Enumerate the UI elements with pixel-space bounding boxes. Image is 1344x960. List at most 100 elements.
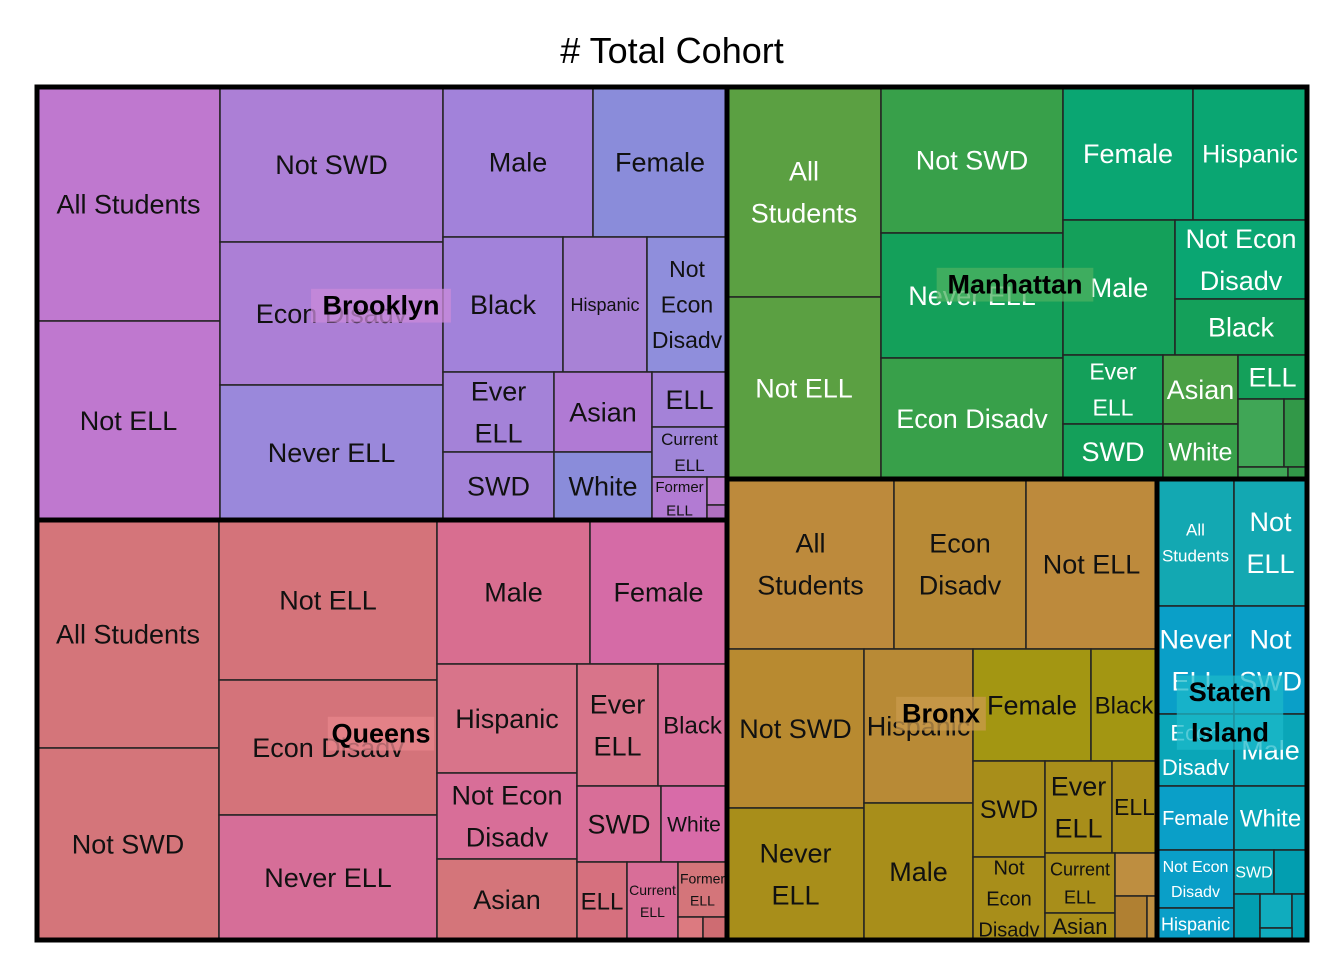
group-label-line: Bronx <box>902 698 980 728</box>
tile-staten-island-hispanic <box>1156 907 1235 941</box>
tile-label-line: SWD <box>467 471 530 501</box>
tile-label-line: ELL <box>1054 813 1102 843</box>
tile-brooklyn-black <box>442 236 564 373</box>
tile-label-line: Not SWD <box>739 714 852 744</box>
tile-label: SWD <box>467 471 530 501</box>
tile-staten-island-small-13 <box>1259 893 1293 929</box>
tile-label: Not SWD <box>916 145 1029 175</box>
tile-label-line: Not ELL <box>80 406 178 436</box>
tile-label-line: ELL <box>593 731 641 761</box>
tile-label-line: Not ELL <box>279 585 377 615</box>
tile-label: Econ Disadv <box>896 404 1048 434</box>
tile-label: Not SWD <box>72 829 185 859</box>
tile-label-line: Students <box>757 570 864 600</box>
tile-label: Male <box>484 577 543 607</box>
tile-label-line: Never <box>1159 625 1231 655</box>
tile-staten-island-small-12 <box>1233 893 1261 941</box>
tile-label-line: Not SWD <box>72 829 185 859</box>
tile-label-line: Not <box>993 858 1025 880</box>
tile-label-line: ELL <box>1064 887 1096 907</box>
group-label-background <box>311 288 451 323</box>
tile-label-line: Disadv <box>919 570 1002 600</box>
tile-label-line: Hispanic <box>1161 914 1230 934</box>
tile-label: Hispanic <box>1202 140 1298 168</box>
tile-label: Male <box>1090 273 1149 303</box>
tile-label: Male <box>489 147 548 177</box>
tile-label: ELL <box>581 888 624 915</box>
tile-label: Not ELL <box>80 406 178 436</box>
tile-label-line: Not <box>1249 625 1292 655</box>
tile-queens-swd <box>576 785 662 863</box>
tile-bronx-not-swd <box>726 648 865 809</box>
tile-queens-small-17 <box>677 916 704 941</box>
tile-label-line: Econ <box>661 292 713 318</box>
tile-label-line: ELL <box>1248 362 1296 392</box>
tile-staten-island-all-students <box>1156 478 1235 607</box>
group-label-text: Bronx <box>902 698 980 728</box>
tile-label-line: Asian <box>569 397 637 427</box>
tile-bronx-black <box>1090 648 1158 762</box>
group-label-line: Queens <box>331 718 430 748</box>
tile-label-line: Black <box>470 290 537 320</box>
tile-queens-small-18 <box>702 916 728 941</box>
tile-label-line: Students <box>751 198 858 228</box>
tile-label: Female <box>1083 139 1173 169</box>
tile-label: Not Econ Disadv <box>652 256 723 353</box>
tile-brooklyn-not-econ-disadv <box>646 236 728 373</box>
tile-staten-island-small-10 <box>1273 849 1308 895</box>
tile-label: Not Econ Disadv <box>1163 859 1229 901</box>
tile-brooklyn-all-students <box>36 86 221 322</box>
tile-brooklyn-white <box>553 451 653 521</box>
tile-label-line: Female <box>1083 139 1173 169</box>
tile-bronx-small-16 <box>1114 895 1148 941</box>
tile-label: Not SWD <box>739 714 852 744</box>
tile-label-line: ELL <box>674 456 704 475</box>
tile-queens-ell <box>576 861 628 941</box>
tile-label-line: Not SWD <box>916 145 1029 175</box>
tile-label: Former ELL <box>680 871 725 909</box>
tile-label: Black <box>1208 312 1275 342</box>
tile-label: ELL <box>1248 362 1296 392</box>
tile-label-line: Former <box>655 479 703 496</box>
tile-queens-asian <box>436 858 578 941</box>
tile-label: Not ELL <box>1043 549 1141 579</box>
tile-label-line: ELL <box>474 418 522 448</box>
tile-queens-current-ell <box>626 861 679 941</box>
tile-label-line: All <box>1186 520 1205 539</box>
tile-label: White <box>667 813 721 836</box>
tile-label-line: Disadv <box>1200 266 1283 296</box>
tile-label-line: ELL <box>1114 794 1155 820</box>
tile-queens-ever-ell <box>576 663 659 787</box>
tile-label-line: Not Econ <box>451 781 562 811</box>
group-label-text: Manhattan <box>948 269 1083 299</box>
tile-staten-island-not-ell <box>1233 478 1308 607</box>
tile-label: Ever ELL <box>1089 359 1137 421</box>
tile-label-line: Male <box>484 577 543 607</box>
tile-label-line: All <box>795 529 825 559</box>
tile-label: SWD <box>588 809 651 839</box>
tile-label-line: Never ELL <box>268 438 396 468</box>
tile-label-line: Econ Disadv <box>896 404 1048 434</box>
tile-label-line: Students <box>1162 547 1229 566</box>
tile-label-line: White <box>568 471 637 501</box>
tile-label: Black <box>470 290 537 320</box>
tile-label-line: Female <box>615 147 705 177</box>
group-label-background <box>1176 675 1284 750</box>
tile-queens-white <box>660 785 728 863</box>
tile-label-line: Hispanic <box>1202 140 1298 168</box>
tile-label-line: All Students <box>56 189 200 219</box>
tile-label: All Students <box>56 619 200 649</box>
tile-bronx-small-15 <box>1114 852 1158 897</box>
tile-manhattan-econ-disadv <box>880 357 1064 480</box>
tile-label-line: Female <box>1162 808 1229 830</box>
group-label-manhattan: Manhattan <box>936 267 1094 302</box>
tile-label-line: Ever <box>471 377 527 407</box>
tile-label: Not Econ Disadv <box>451 781 562 853</box>
tile-queens-male <box>436 519 591 665</box>
tile-label: Female <box>1162 808 1229 830</box>
tile-label-line: Not ELL <box>755 373 853 403</box>
tile-label: White <box>568 471 637 501</box>
tile-label-line: SWD <box>1082 437 1145 467</box>
tile-manhattan-not-swd <box>880 86 1064 234</box>
tile-brooklyn-hispanic <box>562 236 648 373</box>
